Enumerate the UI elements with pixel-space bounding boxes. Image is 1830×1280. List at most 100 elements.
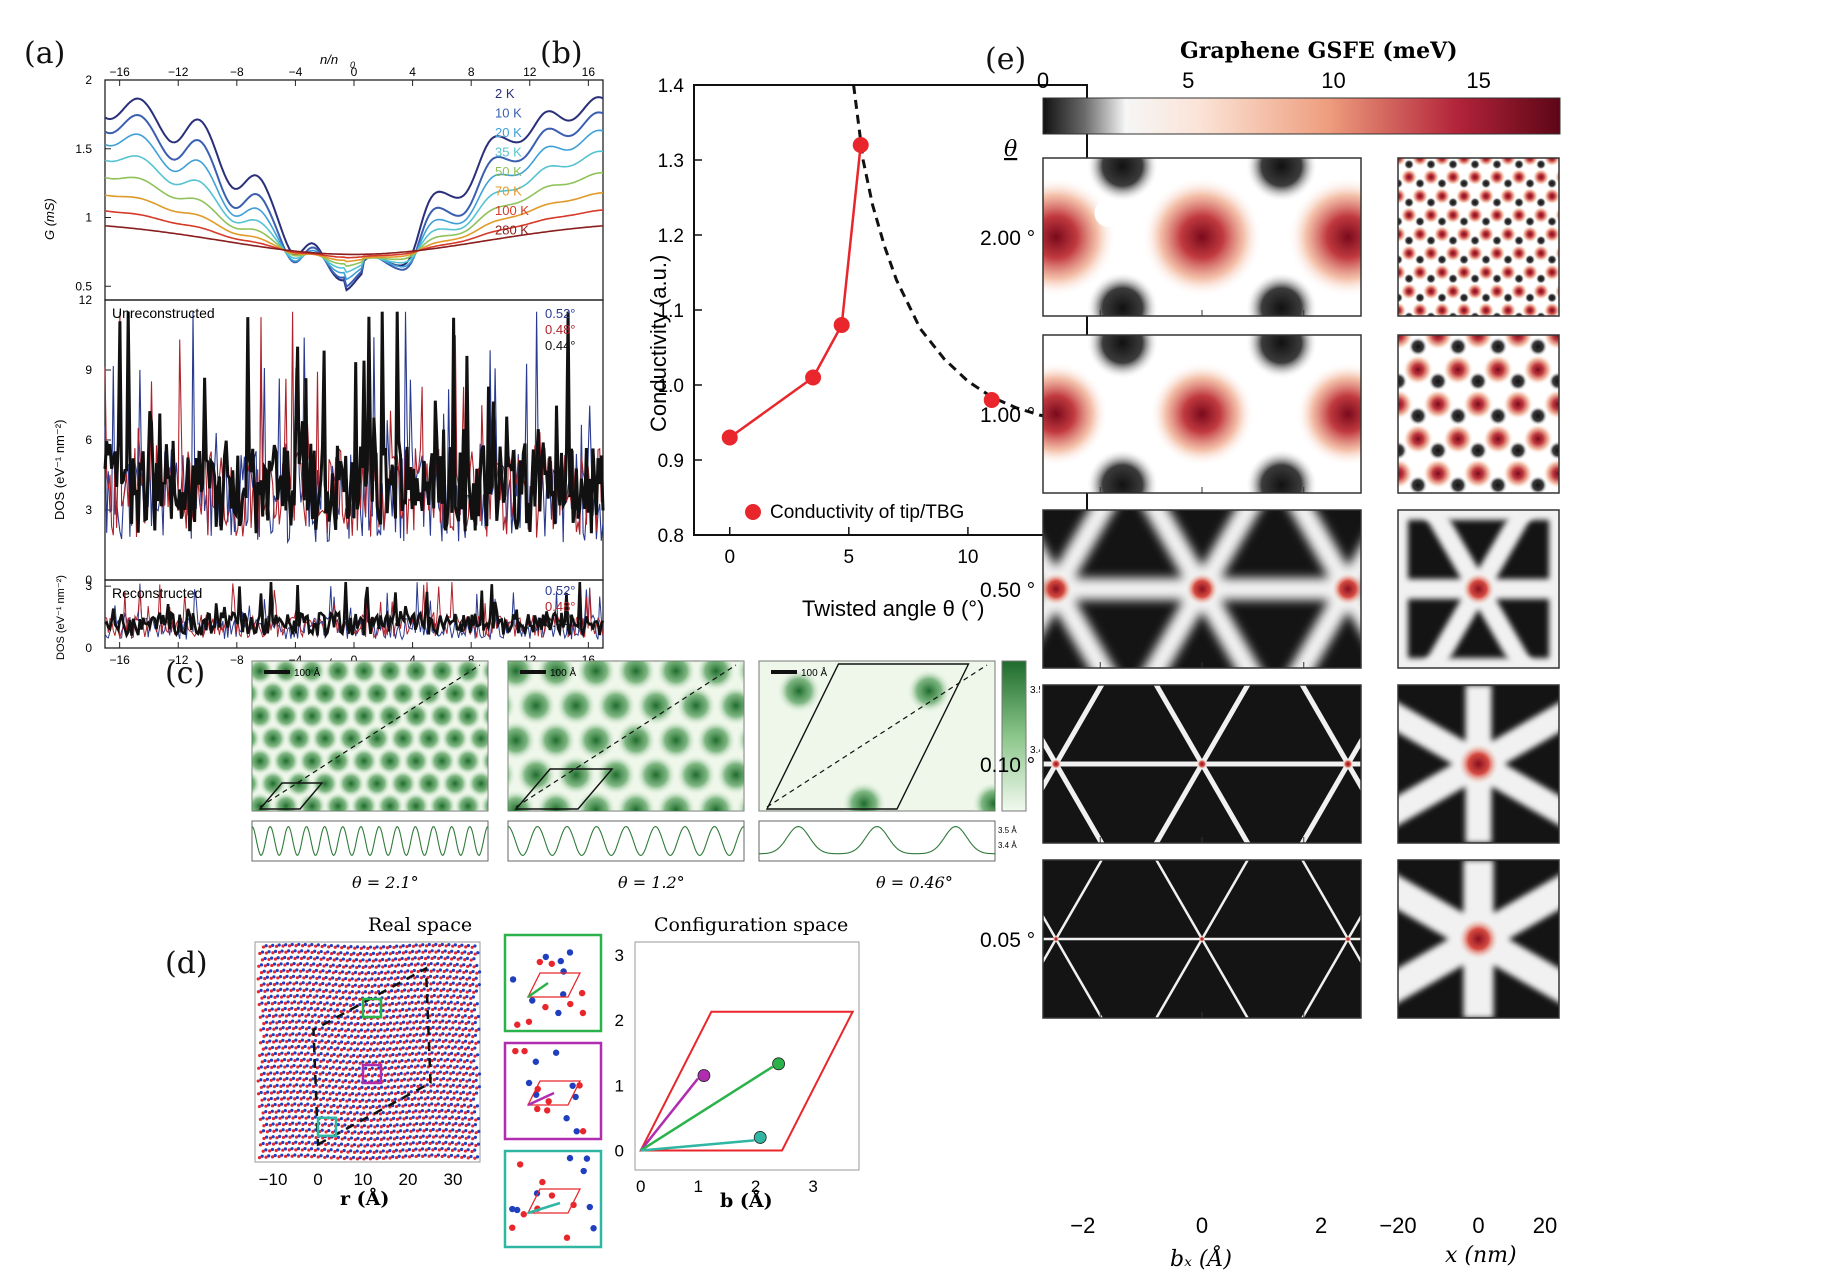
d-real-atom [452, 1066, 456, 1070]
d-real-atom [352, 951, 356, 955]
d-real-atom [303, 1108, 307, 1112]
d-real-atom [388, 1110, 392, 1114]
d-real-atom [272, 1064, 276, 1068]
d-real-atom [390, 1098, 395, 1103]
b-y-tick-label: 0.8 [658, 526, 684, 547]
d-real-atom [351, 972, 355, 976]
d-real-atom [472, 957, 476, 961]
d-real-atom [266, 996, 271, 1000]
d-real-atom [381, 945, 386, 949]
d-inset-atom [512, 1047, 519, 1055]
e-right-dark-spot [1425, 311, 1437, 316]
d-real-atom [416, 995, 421, 999]
e-right-hot-spot [1368, 226, 1385, 243]
e-right-dark-spot [1425, 197, 1437, 208]
d-real-atom [335, 1008, 340, 1012]
d-real-atom [325, 1060, 330, 1064]
d-real-atom [473, 944, 477, 948]
c-map-spot [676, 655, 716, 656]
d-real-atom [333, 1014, 337, 1018]
d-real-atom [311, 987, 315, 992]
d-real-atom [365, 959, 369, 963]
d-real-atom [354, 1067, 359, 1072]
d-real-atom [409, 1027, 413, 1031]
d-real-atom [319, 1052, 323, 1056]
d-real-atom [259, 983, 263, 987]
e-right-dark-spot [1488, 475, 1508, 493]
e-row-angle-label: 2.00 ° [980, 227, 1035, 250]
d-real-atom [336, 1135, 340, 1139]
d-real-atom [459, 1066, 463, 1070]
d-real-atom [371, 951, 376, 955]
d-real-atom [296, 955, 300, 959]
d-real-atom [406, 1096, 410, 1101]
d-inset-arrow [527, 1201, 561, 1215]
d-real-atom [473, 1148, 477, 1152]
d-real-atom [411, 1013, 415, 1017]
e-right-hot-spot [1398, 335, 1414, 351]
d-real-atom [273, 949, 278, 953]
d-real-atom [392, 1047, 396, 1052]
d-real-atom [342, 1054, 347, 1059]
d-real-atom [389, 1118, 393, 1122]
d-real-atom [452, 1078, 456, 1083]
d-real-atom [321, 969, 325, 973]
d-real-atom [265, 1117, 269, 1121]
d-real-atom [337, 1028, 341, 1033]
d-real-atom [440, 1108, 444, 1112]
d-real-atom [418, 1110, 422, 1114]
a-g-legend-entry: 20 K [495, 125, 522, 140]
d-real-atom [409, 1072, 414, 1076]
d-real-atom [438, 981, 442, 985]
d-real-atom [433, 1001, 438, 1005]
d-real-atom [447, 1032, 451, 1036]
d-real-atom [356, 1016, 360, 1021]
d-real-atom [279, 969, 283, 974]
c-scalebar-label: 100 Å [801, 666, 827, 679]
b-data-point [983, 392, 1000, 408]
d-real-atom [442, 1071, 446, 1076]
d-real-atom [464, 982, 468, 986]
d-real-atom [318, 1064, 322, 1068]
e-left-map [1042, 509, 1362, 669]
d-real-atom [290, 1001, 294, 1005]
d-real-atom [451, 1123, 455, 1127]
d-real-atom [292, 961, 296, 966]
d-real-atom [397, 1052, 401, 1056]
d-real-atom [300, 1038, 305, 1042]
d-inset-arrow [527, 1091, 555, 1107]
d-real-atom [374, 958, 378, 962]
d-real-atom [263, 989, 267, 993]
d-real-atom [257, 1104, 262, 1109]
d-real-atom [448, 987, 452, 992]
c-map-spot [508, 661, 536, 691]
d-real-atom [472, 965, 476, 969]
d-real-atom [390, 971, 394, 975]
d-real-atom [433, 955, 437, 959]
d-real-atom [455, 1085, 459, 1089]
e-right-hot-spot [1542, 389, 1559, 420]
d-real-atom [455, 988, 459, 992]
d-real-atom [434, 942, 438, 947]
d-real-atom [354, 1060, 358, 1064]
d-real-atom [258, 1053, 262, 1058]
d-real-atom [443, 957, 447, 961]
a-dos-y-tick-label: 0 [85, 573, 92, 587]
d-real-atom [338, 1155, 343, 1159]
panel-e-figure: Graphene GSFE (meV) 0 5 10 15 θ 2.00 °1.00 … [980, 38, 1561, 1272]
d-real-atom [349, 1106, 353, 1110]
d-real-atom [458, 1136, 462, 1140]
d-real-atom [323, 1045, 327, 1049]
d-real-atom [435, 1129, 439, 1133]
d-real-atom [391, 1052, 395, 1057]
d-real-atom [405, 982, 410, 986]
d-real-atom [311, 1142, 315, 1146]
d-real-atom [432, 976, 436, 980]
d-real-atom [448, 1064, 453, 1068]
d-real-atom [318, 988, 322, 992]
d-real-atom [360, 978, 365, 982]
d-real-atom [359, 946, 363, 950]
d-real-atom [453, 1007, 457, 1011]
d-real-atom [424, 1148, 428, 1152]
e-right-dark-spot [1535, 197, 1547, 208]
